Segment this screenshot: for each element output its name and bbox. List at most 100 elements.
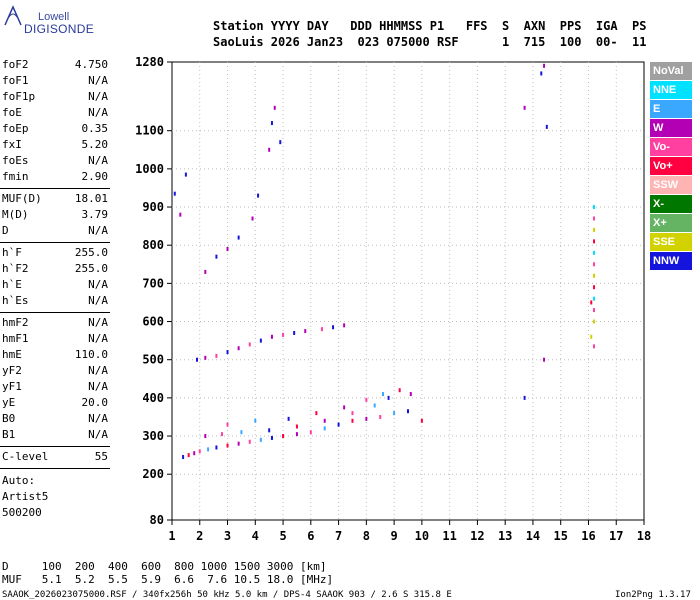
echo-point: [304, 329, 307, 334]
parameter-value: N/A: [88, 412, 108, 425]
echo-point: [293, 330, 296, 335]
parameter-name: B1: [2, 428, 16, 441]
echo-point: [387, 395, 390, 400]
echo-point: [279, 140, 282, 145]
echo-point: [543, 357, 546, 362]
parameter-row: foEp 0.35: [2, 122, 108, 136]
parameter-name: fxI: [2, 138, 22, 151]
parameter-value: N/A: [88, 428, 108, 441]
legend-item-w: W: [650, 119, 692, 137]
parameter-value: 2.90: [81, 170, 109, 183]
y-tick-label: 1000: [135, 162, 164, 176]
echo-point: [593, 262, 596, 267]
echo-point: [593, 344, 596, 349]
parameter-name: fmin: [2, 170, 29, 183]
x-tick-label: 1: [168, 529, 175, 543]
echo-point: [215, 353, 218, 358]
parameter-value: 20.0: [81, 396, 109, 409]
legend-item-noval: NoVal: [650, 62, 692, 80]
parameter-row: h`Es N/A: [2, 294, 108, 308]
x-tick-label: 2: [196, 529, 203, 543]
parameter-value: 3.79: [81, 208, 109, 221]
echo-point: [193, 451, 196, 456]
echo-point: [287, 416, 290, 421]
echo-point: [268, 147, 271, 152]
parameter-name: h`F2: [2, 262, 29, 275]
legend-item-nnw: NNW: [650, 252, 692, 270]
echo-point: [207, 447, 210, 452]
x-tick-label: 9: [391, 529, 398, 543]
x-tick-label: 7: [335, 529, 342, 543]
parameter-value: N/A: [88, 106, 108, 119]
echo-point: [237, 441, 240, 446]
echo-point: [295, 432, 298, 437]
legend-item-ssw: SSW: [650, 176, 692, 194]
y-tick-label: 600: [142, 315, 164, 329]
footer-version: Ion2Png 1.3.17: [615, 590, 691, 600]
echo-point: [337, 422, 340, 427]
y-tick-label: 1100: [135, 124, 164, 138]
legend-item-x-: X+: [650, 214, 692, 232]
echo-point: [540, 71, 543, 76]
parameter-value: 5.20: [81, 138, 109, 151]
echo-point: [295, 424, 298, 429]
parameter-value: 110.0: [74, 348, 108, 361]
echo-point: [273, 105, 276, 110]
parameter-name: yE: [2, 396, 16, 409]
x-tick-label: 11: [442, 529, 456, 543]
parameter-name: foEp: [2, 122, 29, 135]
echo-point: [184, 172, 187, 177]
echo-point: [226, 443, 229, 448]
echo-point: [365, 397, 368, 402]
echo-point: [593, 319, 596, 324]
parameter-value: N/A: [88, 154, 108, 167]
x-tick-label: 4: [252, 529, 259, 543]
parameter-name: hmF2: [2, 316, 29, 329]
y-tick-label: 900: [142, 200, 164, 214]
parameter-row: hmF2 N/A: [2, 316, 108, 330]
x-tick-label: 5: [279, 529, 286, 543]
parameter-row: fmin 2.90: [2, 170, 108, 184]
echo-point: [204, 434, 207, 439]
parameter-row: h`F2 255.0: [2, 262, 108, 276]
echo-point: [215, 445, 218, 450]
echo-point: [215, 254, 218, 259]
parameter-row: h`F 255.0: [2, 246, 108, 260]
echo-point: [220, 432, 223, 437]
legend-item-vo-: Vo+: [650, 157, 692, 175]
x-tick-label: 6: [307, 529, 314, 543]
x-tick-label: 8: [363, 529, 370, 543]
parameter-value: N/A: [88, 316, 108, 329]
autoscale-label: Auto:: [2, 474, 36, 487]
echo-point: [382, 392, 385, 397]
echo-point: [343, 405, 346, 410]
x-tick-label: 17: [609, 529, 623, 543]
parameter-row: hmF1 N/A: [2, 332, 108, 346]
echo-point: [226, 350, 229, 355]
parameter-separator: [0, 468, 110, 469]
parameter-value: N/A: [88, 332, 108, 345]
echo-point: [268, 428, 271, 433]
echo-point: [309, 430, 312, 435]
plot-frame: [171, 61, 645, 521]
y-tick-label: 700: [142, 276, 164, 290]
echo-point: [237, 346, 240, 351]
parameter-name: hmF1: [2, 332, 29, 345]
echo-point: [259, 437, 262, 442]
footer-distance-row: D 100 200 400 600 800 1000 1500 3000 [km…: [2, 560, 327, 573]
parameter-row: foEs N/A: [2, 154, 108, 168]
parameter-row: B0 N/A: [2, 412, 108, 426]
parameter-value: N/A: [88, 224, 108, 237]
footer-muf-row: MUF 5.1 5.2 5.5 5.9 6.6 7.6 10.5 18.0 [M…: [2, 573, 334, 586]
echo-point: [351, 411, 354, 416]
parameter-row: fxI 5.20: [2, 138, 108, 152]
x-tick-label: 15: [553, 529, 567, 543]
echo-point: [251, 216, 254, 221]
echo-point: [332, 325, 335, 330]
x-tick-label: 12: [470, 529, 484, 543]
parameter-value: N/A: [88, 364, 108, 377]
parameter-name: M(D): [2, 208, 29, 221]
parameter-separator: [0, 188, 110, 189]
echo-point: [270, 435, 273, 440]
